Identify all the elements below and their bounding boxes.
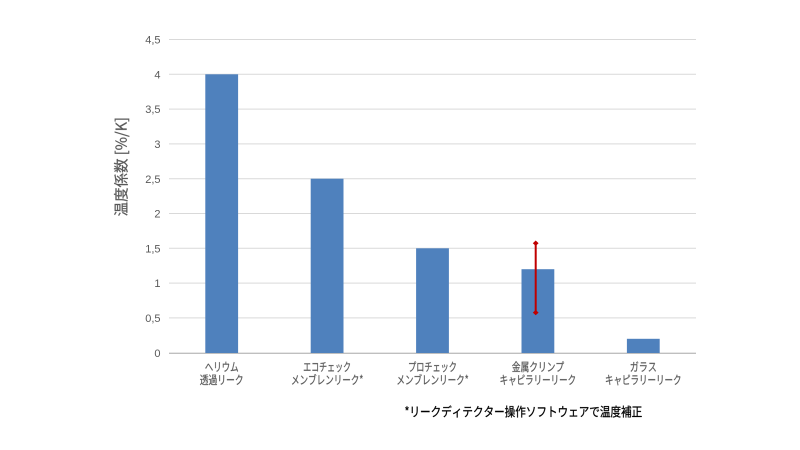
svg-text:1: 1 <box>154 278 160 290</box>
svg-text:1,5: 1,5 <box>145 243 160 255</box>
svg-text:0,5: 0,5 <box>145 313 160 325</box>
svg-text:3: 3 <box>154 139 160 151</box>
svg-text:2,5: 2,5 <box>145 174 160 186</box>
svg-text:4: 4 <box>154 69 160 81</box>
svg-text:4,5: 4,5 <box>145 35 160 47</box>
svg-text:0: 0 <box>154 348 160 360</box>
svg-text:3,5: 3,5 <box>145 104 160 116</box>
svg-text:2: 2 <box>154 209 160 221</box>
